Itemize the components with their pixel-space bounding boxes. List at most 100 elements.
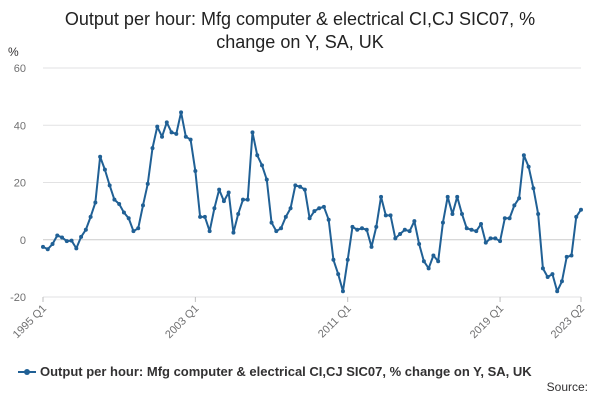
data-point[interactable] [121, 210, 126, 215]
data-point[interactable] [102, 167, 107, 172]
data-point[interactable] [388, 213, 393, 218]
data-point[interactable] [398, 232, 403, 237]
data-point[interactable] [217, 187, 222, 192]
data-point[interactable] [164, 120, 169, 125]
data-point[interactable] [226, 190, 231, 195]
data-point[interactable] [536, 211, 541, 216]
data-point[interactable] [45, 247, 50, 252]
data-point[interactable] [479, 222, 484, 227]
data-point[interactable] [198, 214, 203, 219]
data-point[interactable] [464, 226, 469, 231]
data-point[interactable] [131, 229, 136, 234]
data-point[interactable] [155, 124, 160, 129]
data-point[interactable] [569, 253, 574, 258]
data-point[interactable] [579, 207, 583, 212]
data-point[interactable] [374, 224, 379, 229]
data-point[interactable] [221, 199, 226, 204]
data-point[interactable] [107, 183, 112, 188]
data-point[interactable] [345, 257, 350, 262]
data-point[interactable] [517, 196, 522, 201]
data-point[interactable] [369, 244, 374, 249]
data-point[interactable] [507, 216, 512, 221]
data-point[interactable] [426, 266, 431, 271]
data-point[interactable] [179, 110, 184, 115]
data-point[interactable] [350, 224, 355, 229]
data-point[interactable] [74, 246, 79, 251]
data-point[interactable] [98, 154, 103, 159]
data-point[interactable] [498, 239, 503, 244]
data-point[interactable] [260, 163, 265, 168]
data-point[interactable] [417, 242, 422, 247]
data-point[interactable] [288, 206, 293, 211]
data-point[interactable] [502, 216, 507, 221]
data-point[interactable] [140, 203, 145, 208]
data-point[interactable] [136, 226, 141, 231]
data-point[interactable] [412, 219, 417, 224]
data-point[interactable] [183, 134, 188, 139]
data-point[interactable] [302, 187, 307, 192]
data-point[interactable] [445, 194, 450, 199]
data-point[interactable] [364, 227, 369, 232]
data-point[interactable] [298, 184, 303, 189]
data-point[interactable] [521, 153, 526, 158]
data-point[interactable] [269, 220, 274, 225]
data-point[interactable] [545, 274, 550, 279]
data-point[interactable] [245, 197, 250, 202]
data-point[interactable] [574, 214, 579, 219]
data-point[interactable] [150, 146, 155, 151]
data-point[interactable] [117, 201, 122, 206]
data-point[interactable] [274, 229, 279, 234]
data-point[interactable] [526, 164, 531, 169]
data-point[interactable] [474, 229, 479, 234]
data-point[interactable] [450, 211, 455, 216]
data-point[interactable] [440, 220, 445, 225]
data-point[interactable] [236, 211, 241, 216]
data-point[interactable] [79, 234, 84, 239]
data-point[interactable] [393, 236, 398, 241]
data-point[interactable] [540, 266, 545, 271]
data-point[interactable] [459, 211, 464, 216]
data-point[interactable] [336, 272, 341, 277]
data-point[interactable] [231, 230, 236, 235]
data-point[interactable] [293, 183, 298, 188]
data-point[interactable] [64, 239, 69, 244]
data-point[interactable] [331, 257, 336, 262]
data-point[interactable] [559, 279, 564, 284]
data-point[interactable] [283, 214, 288, 219]
data-point[interactable] [321, 204, 326, 209]
data-point[interactable] [531, 186, 536, 191]
data-point[interactable] [264, 177, 269, 182]
data-point[interactable] [240, 197, 245, 202]
data-point[interactable] [488, 236, 493, 241]
data-point[interactable] [307, 216, 312, 221]
data-point[interactable] [60, 235, 65, 240]
data-point[interactable] [383, 213, 388, 218]
data-point[interactable] [355, 227, 360, 232]
data-point[interactable] [207, 229, 212, 234]
data-point[interactable] [69, 238, 74, 243]
data-point[interactable] [317, 206, 322, 211]
data-point[interactable] [202, 214, 207, 219]
data-point[interactable] [255, 153, 260, 158]
data-point[interactable] [250, 130, 255, 135]
data-point[interactable] [455, 194, 460, 199]
data-point[interactable] [83, 227, 88, 232]
data-point[interactable] [469, 227, 474, 232]
data-point[interactable] [564, 254, 569, 259]
data-point[interactable] [421, 259, 426, 264]
data-point[interactable] [41, 244, 45, 249]
data-point[interactable] [145, 181, 150, 186]
data-point[interactable] [340, 289, 345, 294]
data-point[interactable] [312, 209, 317, 214]
data-point[interactable] [112, 197, 117, 202]
data-point[interactable] [326, 217, 331, 222]
data-point[interactable] [93, 200, 98, 205]
data-point[interactable] [436, 259, 441, 264]
data-point[interactable] [402, 227, 407, 232]
data-point[interactable] [88, 214, 93, 219]
data-point[interactable] [160, 134, 165, 139]
data-point[interactable] [431, 253, 436, 258]
data-point[interactable] [50, 242, 55, 247]
data-point[interactable] [55, 233, 60, 238]
data-point[interactable] [555, 289, 560, 294]
